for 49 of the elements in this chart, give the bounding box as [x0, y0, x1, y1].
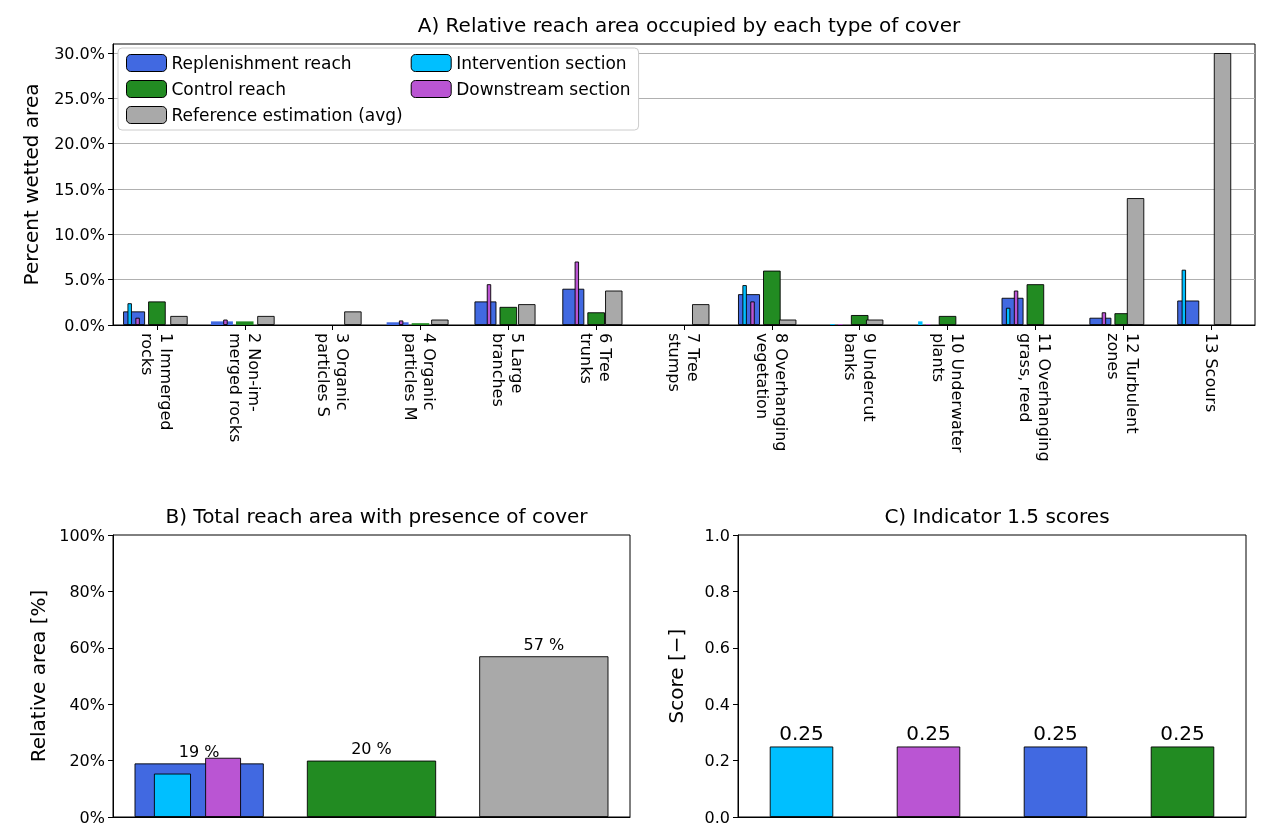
- x-tick-label: 6 Tree trunks: [577, 333, 616, 384]
- y-axis-title: Percent wetted area: [19, 83, 43, 286]
- y-axis-title: Relative area [%]: [26, 589, 51, 763]
- y-tick-label: 20%: [69, 751, 105, 771]
- x-tick-label: 1 Immerged rocks: [137, 333, 176, 431]
- data-label: 19 %: [178, 741, 220, 761]
- y-tick-label: 10.0%: [54, 224, 105, 244]
- data-label: 57 %: [523, 634, 565, 654]
- data-label: 0.25: [906, 720, 951, 745]
- y-tick-label: 0.6: [704, 638, 730, 658]
- y-tick-label: 40%: [69, 694, 105, 714]
- y-tick-label: 100%: [59, 525, 105, 545]
- data-label: 0.25: [1160, 720, 1205, 745]
- chart-title: B) Total reach area with presence of cover: [165, 504, 589, 528]
- legend-label: Intervention section: [456, 53, 627, 73]
- data-label: 0.25: [779, 720, 824, 745]
- y-tick-label: 30.0%: [54, 43, 105, 63]
- y-tick-label: 20.0%: [54, 134, 105, 154]
- y-tick-label: 15.0%: [54, 179, 105, 199]
- y-tick-label: 60%: [69, 638, 105, 658]
- x-tick-label: 12 Turbulent zones: [1104, 333, 1143, 434]
- legend-label: Reference estimation (avg): [171, 105, 403, 125]
- data-label: 0.25: [1033, 720, 1078, 745]
- x-tick-label: 10 Underwater plants: [928, 333, 967, 453]
- y-tick-label: 0.2: [704, 751, 730, 771]
- x-tick-label: 5 Large branches: [489, 333, 528, 407]
- legend-label: Replenishment reach: [171, 53, 352, 73]
- x-tick-label: 8 Overhanging vegetation: [752, 333, 791, 452]
- legend-label: Control reach: [171, 79, 286, 99]
- y-tick-label: 0.0%: [64, 315, 105, 335]
- chart-title: A) Relative reach area occupied by each type of cover: [417, 13, 961, 37]
- y-tick-label: 25.0%: [54, 88, 105, 108]
- x-tick-label: 3 Organic particles S: [313, 333, 352, 417]
- y-tick-label: 0.0: [704, 807, 730, 827]
- y-tick-label: 1.0: [704, 525, 730, 545]
- y-tick-label: 80%: [69, 581, 105, 601]
- legend-label: Downstream section: [456, 79, 631, 99]
- data-label: 20 %: [351, 739, 392, 759]
- x-tick-label: 7 Tree stumps: [665, 333, 703, 392]
- y-tick-label: 0.8: [704, 581, 730, 601]
- y-tick-label: 0%: [79, 807, 105, 827]
- y-tick-label: 5.0%: [64, 270, 105, 290]
- y-axis-title: Score [−]: [664, 628, 688, 724]
- y-tick-label: 0.4: [704, 694, 730, 714]
- x-tick-label: 13 Scours: [1201, 333, 1221, 413]
- x-tick-label: 9 Undercut banks: [840, 333, 879, 422]
- bar: [235, 321, 254, 325]
- bar: [918, 321, 923, 325]
- chart-title: C) Indicator 1.5 scores: [884, 504, 1110, 528]
